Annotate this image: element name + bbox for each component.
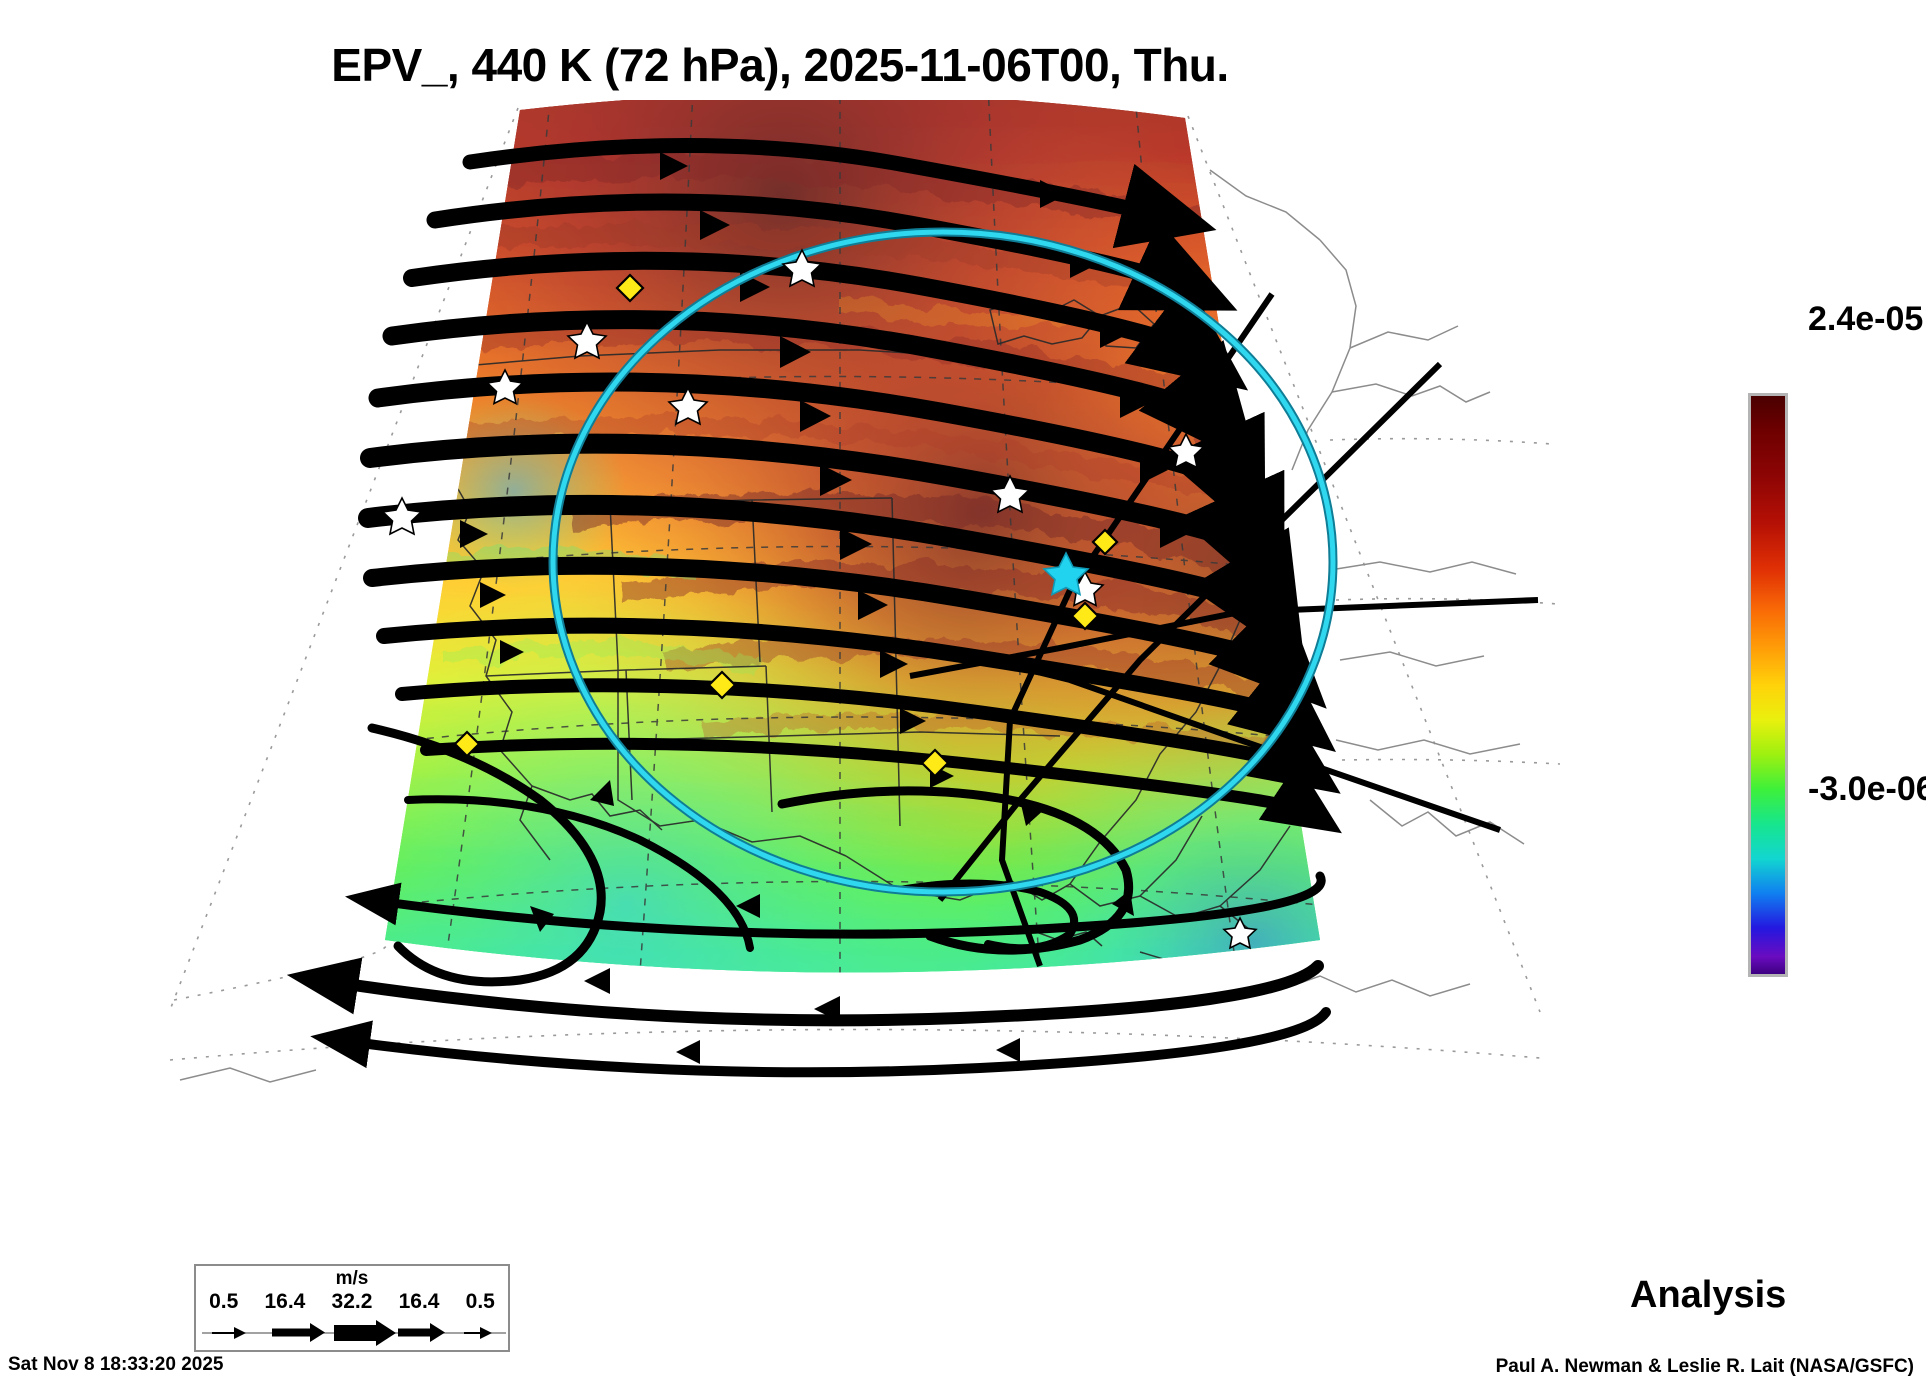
station-markers <box>381 248 1258 950</box>
colorbar-max-label: 2.4e-05 <box>1808 300 1924 338</box>
wind-tick: 16.4 <box>398 1290 440 1313</box>
cyan-star-marker <box>1042 551 1090 596</box>
colorbar-min-label: -3.0e-06 <box>1808 770 1926 808</box>
wind-tick: 32.2 <box>331 1290 373 1313</box>
yellow-diamond-marker <box>1091 528 1119 556</box>
credits-label: Paul A. Newman & Leslie R. Lait (NASA/GS… <box>1495 1356 1914 1377</box>
wind-speed-legend: m/s 0.5 16.4 32.2 16.4 0.5 <box>194 1264 510 1352</box>
wind-tick: 16.4 <box>264 1290 306 1313</box>
wind-tick: 0.5 <box>209 1290 239 1313</box>
white-star-marker <box>381 248 1258 950</box>
colorbar-frame <box>1748 393 1788 977</box>
map-panel <box>140 100 1560 1160</box>
analysis-label: Analysis <box>1630 1274 1787 1316</box>
yellow-diamond-marker <box>453 730 481 758</box>
wind-arrow-scale <box>202 1320 506 1346</box>
page-title: EPV_, 440 K (72 hPa), 2025-11-06T00, Thu… <box>331 39 1229 91</box>
yellow-diamond-marker <box>615 273 645 303</box>
wind-tick-labels: 0.5 16.4 32.2 16.4 0.5 <box>196 1290 508 1314</box>
colorbar <box>1748 393 1788 977</box>
colorbar-gradient <box>1751 396 1785 974</box>
yellow-diamond-marker <box>707 670 737 700</box>
wind-tick: 0.5 <box>465 1290 495 1313</box>
generation-timestamp: Sat Nov 8 18:33:20 2025 <box>8 1354 224 1375</box>
epv-map <box>169 100 1560 1083</box>
yellow-diamond-marker <box>920 748 950 778</box>
flight-tracks <box>909 292 1539 968</box>
wind-unit-label: m/s <box>335 1268 369 1289</box>
range-circle <box>548 227 1338 897</box>
yellow-diamond-marker <box>1070 601 1100 631</box>
wind-streamlines <box>286 137 1343 1078</box>
